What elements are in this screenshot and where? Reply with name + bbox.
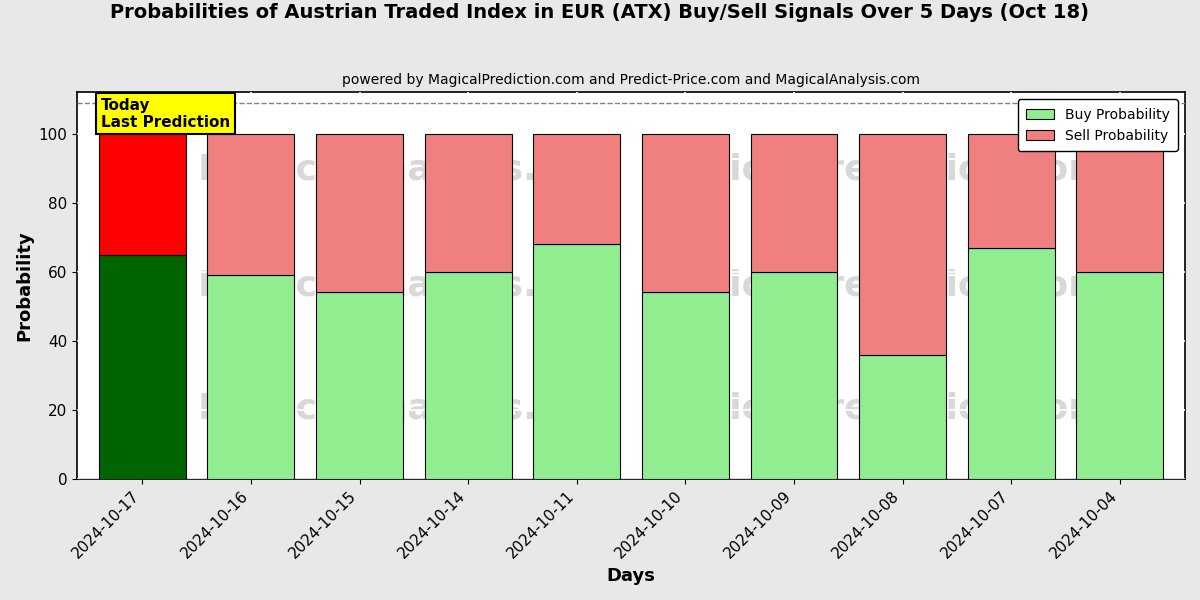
Legend: Buy Probability, Sell Probability: Buy Probability, Sell Probability xyxy=(1018,99,1178,151)
Bar xyxy=(208,275,294,479)
Bar xyxy=(859,355,946,479)
Bar xyxy=(425,272,511,479)
Bar xyxy=(750,272,838,479)
Bar xyxy=(1076,272,1163,479)
Bar xyxy=(316,134,403,292)
Bar xyxy=(1076,134,1163,272)
Bar xyxy=(967,134,1055,248)
Text: MagicalPrediction.com: MagicalPrediction.com xyxy=(643,392,1106,426)
Title: powered by MagicalPrediction.com and Predict-Price.com and MagicalAnalysis.com: powered by MagicalPrediction.com and Pre… xyxy=(342,73,920,87)
Bar xyxy=(642,134,728,292)
Text: MagicalPrediction.com: MagicalPrediction.com xyxy=(643,269,1106,302)
Bar xyxy=(967,248,1055,479)
Bar xyxy=(533,134,620,244)
Bar xyxy=(316,292,403,479)
Text: Today
Last Prediction: Today Last Prediction xyxy=(101,98,230,130)
Bar xyxy=(98,134,186,254)
Text: MagicalPrediction.com: MagicalPrediction.com xyxy=(643,152,1106,187)
Text: Probabilities of Austrian Traded Index in EUR (ATX) Buy/Sell Signals Over 5 Days: Probabilities of Austrian Traded Index i… xyxy=(110,3,1090,22)
Text: MagicalAnalysis.com: MagicalAnalysis.com xyxy=(198,269,622,302)
Bar xyxy=(425,134,511,272)
Y-axis label: Probability: Probability xyxy=(14,230,32,341)
X-axis label: Days: Days xyxy=(607,567,655,585)
Bar xyxy=(533,244,620,479)
Bar xyxy=(208,134,294,275)
Bar xyxy=(642,292,728,479)
Text: MagicalAnalysis.com: MagicalAnalysis.com xyxy=(198,392,622,426)
Text: MagicalAnalysis.com: MagicalAnalysis.com xyxy=(198,152,622,187)
Bar xyxy=(750,134,838,272)
Bar xyxy=(859,134,946,355)
Bar xyxy=(98,254,186,479)
